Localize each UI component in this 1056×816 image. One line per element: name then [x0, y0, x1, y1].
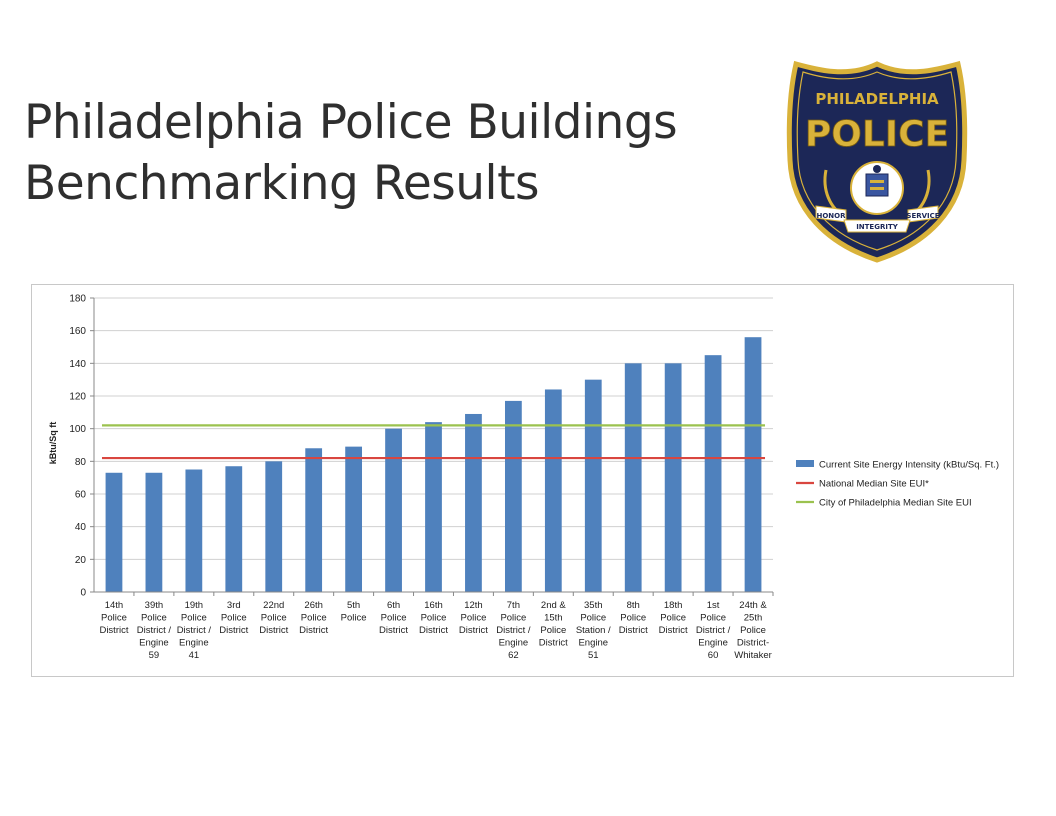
legend-label: Current Site Energy Intensity (kBtu/Sq. …	[819, 460, 999, 471]
x-tick-label: 22nd Police District	[259, 600, 288, 636]
bar	[465, 413, 482, 592]
axes: 0 20 40 60 80 100 120 140 160 180 14th Police Distri…	[69, 294, 774, 661]
y-axis-label: kBtu/Sq ft	[48, 422, 58, 465]
bar	[305, 448, 323, 592]
police-badge-logo: PHILADELPHIA POLICE HONOR SERVICE INTEGR…	[786, 60, 968, 263]
bar	[624, 363, 642, 592]
x-tick-label: 14th Police District	[99, 600, 128, 636]
y-tick-label: 60	[75, 490, 87, 501]
x-tick-label: 8th Police District	[619, 600, 648, 636]
x-tick-label: 3rd Police District	[219, 600, 248, 636]
y-tick-label: 40	[75, 522, 87, 533]
legend-label: National Median Site EUI*	[819, 479, 929, 490]
badge-left-banner: HONOR	[816, 212, 846, 220]
bar	[504, 400, 522, 592]
bars	[105, 337, 762, 592]
bar	[225, 466, 243, 592]
bar	[744, 337, 762, 592]
badge-bottom-banner: INTEGRITY	[856, 223, 899, 231]
y-tick-label: 20	[75, 555, 87, 566]
legend-swatch	[796, 460, 814, 467]
badge-top-text: PHILADELPHIA	[815, 90, 939, 108]
y-tick-label: 100	[69, 424, 86, 435]
y-tick-label: 160	[69, 326, 86, 337]
x-tick-label: 39th Police District / Engine 59	[137, 600, 172, 661]
x-tick-label: 2nd & 15th Police District	[539, 600, 568, 649]
title-line-1: Philadelphia Police Buildings	[24, 95, 678, 150]
bar	[345, 446, 363, 592]
bar	[145, 472, 163, 592]
x-tick-label: 24th & 25th Police District-Whitaker	[734, 600, 771, 661]
y-tick-label: 80	[75, 457, 87, 468]
legend: Current Site Energy Intensity (kBtu/Sq. …	[796, 460, 999, 509]
x-tick-label: 16th Police District	[419, 600, 448, 636]
slide-title: Philadelphia Police Buildings Benchmarki…	[24, 92, 678, 214]
badge-main-text: POLICE	[805, 114, 949, 155]
y-tick-label: 0	[80, 588, 86, 599]
x-tick-label: 26th Police District	[299, 600, 328, 636]
x-tick-label: 18th Police District	[659, 600, 688, 636]
legend-label: City of Philadelphia Median Site EUI	[819, 498, 972, 509]
chart-panel: 0 20 40 60 80 100 120 140 160 180 14th Police Distri…	[31, 284, 1014, 677]
bar	[664, 363, 682, 592]
reference-lines	[101, 424, 766, 460]
x-tick-label: 5th Police	[341, 600, 367, 624]
bar	[265, 461, 283, 592]
bar-chart: 0 20 40 60 80 100 120 140 160 180 14th Police Distri…	[48, 294, 999, 662]
x-tick-label: 12th Police District	[459, 600, 488, 636]
y-tick-label: 140	[69, 359, 86, 370]
bar	[704, 355, 722, 592]
y-tick-label: 120	[69, 392, 86, 403]
badge-right-banner: SERVICE	[906, 212, 939, 220]
x-tick-label: 7th Police District / Engine 62	[496, 600, 531, 661]
bar	[385, 428, 402, 592]
title-line-2: Benchmarking Results	[24, 156, 540, 211]
y-tick-label: 180	[69, 294, 86, 305]
x-tick-label: 35th Police Station / Engine 51	[576, 600, 611, 661]
bar	[425, 422, 442, 592]
x-tick-label: 1st Police District / Engine 60	[696, 600, 731, 661]
x-tick-label: 6th Police District	[379, 600, 408, 636]
bar	[584, 379, 602, 592]
bar	[185, 469, 203, 592]
bar	[105, 472, 123, 592]
bar	[544, 389, 562, 592]
x-tick-label: 19th Police District / Engine 41	[177, 600, 212, 661]
